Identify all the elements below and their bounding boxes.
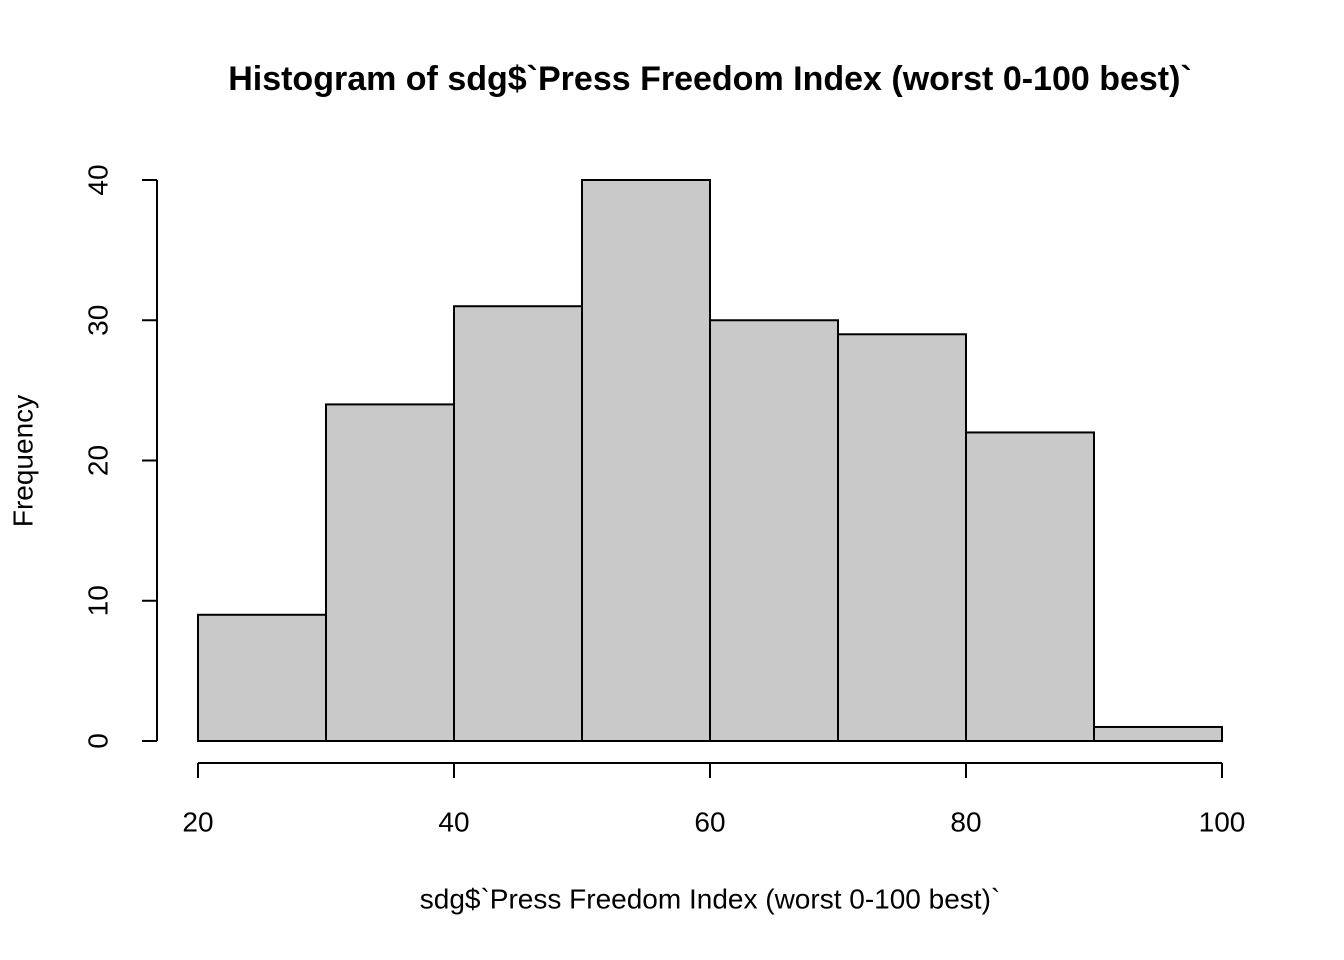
y-tick-label: 40 xyxy=(82,164,113,195)
x-tick-label: 80 xyxy=(950,806,981,837)
chart-title: Histogram of sdg$`Press Freedom Index (w… xyxy=(228,60,1192,98)
y-tick-label: 30 xyxy=(82,305,113,336)
x-tick-label: 100 xyxy=(1199,806,1246,837)
y-tick-label: 20 xyxy=(82,445,113,476)
bar xyxy=(709,319,839,742)
bar xyxy=(197,613,327,743)
y-tick-label: 0 xyxy=(82,733,113,749)
x-tick-label: 40 xyxy=(438,806,469,837)
x-tick-label: 20 xyxy=(182,806,213,837)
bar xyxy=(581,179,711,742)
bar xyxy=(837,333,967,742)
x-axis-label: sdg$`Press Freedom Index (worst 0-100 be… xyxy=(420,883,1000,914)
bar xyxy=(1093,725,1223,742)
bar xyxy=(965,431,1095,742)
bar xyxy=(325,403,455,742)
y-axis-label: Frequency xyxy=(7,395,38,527)
y-tick-label: 10 xyxy=(82,585,113,616)
x-tick-label: 60 xyxy=(694,806,725,837)
bar xyxy=(453,305,583,742)
